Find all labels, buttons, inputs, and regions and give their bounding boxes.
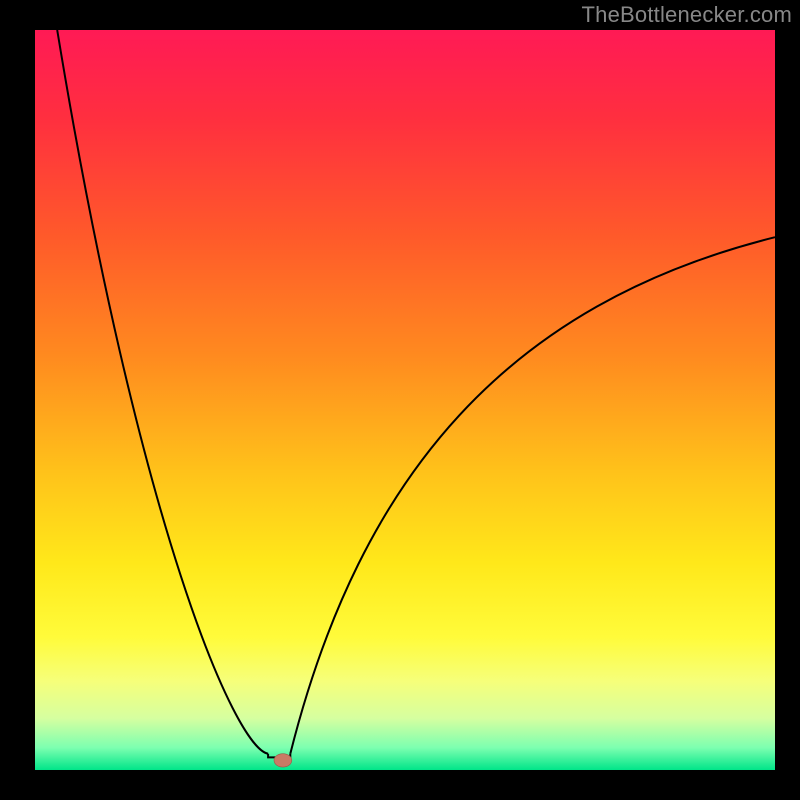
canvas: TheBottlenecker.com — [0, 0, 800, 800]
bottleneck-chart — [0, 0, 800, 800]
optimum-marker — [274, 754, 292, 767]
plot-area — [35, 30, 775, 770]
watermark-text: TheBottlenecker.com — [582, 2, 792, 28]
